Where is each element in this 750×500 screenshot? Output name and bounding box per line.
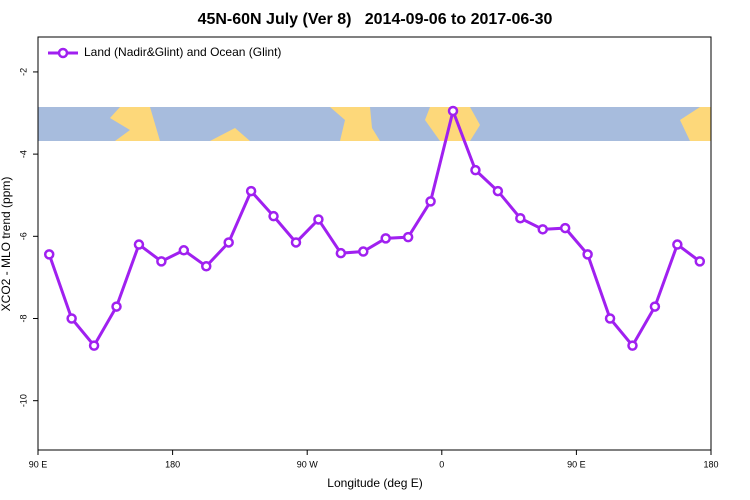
point [133,239,145,250]
x-tick-label: 0 [439,459,444,469]
y-tick-label: -8 [18,314,28,322]
point [111,301,122,312]
point [672,239,683,250]
point [88,340,100,351]
point [492,185,504,197]
map-ocean [470,107,700,141]
point [627,340,638,351]
y-tick-label: -6 [18,232,28,240]
point [358,246,369,257]
point [290,237,302,248]
point [178,245,190,256]
y-tick-label: -4 [18,150,28,158]
point [559,222,571,234]
chart-title: 45N-60N July (Ver 8) 2014-09-06 to 2017-… [198,11,553,28]
map-ocean [38,107,130,141]
legend-marker [57,47,69,59]
point [537,224,548,235]
point [470,164,481,176]
legend-label: Land (Nadir&Glint) and Ocean (Glint) [84,45,281,59]
map-ocean [150,107,345,141]
y-tick-label: -2 [18,68,28,76]
point [268,210,279,222]
point [156,256,167,267]
point [245,185,257,197]
map-strip [38,107,711,141]
series-line [47,105,701,349]
point [201,261,212,272]
point [66,313,77,324]
y-tick-label: -10 [18,394,28,407]
point [425,196,436,207]
point [402,231,414,243]
point [649,301,661,312]
map-ocean [370,107,440,141]
plot-frame [37,36,712,451]
point [604,313,616,324]
x-tick-label: 90 E [29,459,48,469]
x-tick-label: 90 E [567,459,586,469]
point [694,256,706,267]
y-axis-label: XCO2 - MLO trend (ppm) [0,177,13,312]
point [43,249,55,260]
point [313,214,324,225]
x-tick-label: 180 [165,459,180,469]
point [380,233,391,244]
x-axis-label: Longitude (deg E) [327,476,422,490]
point [223,237,234,248]
point [582,249,593,260]
point [515,212,526,224]
x-tick-label: 90 W [297,459,319,469]
point [335,247,347,259]
point [447,105,459,117]
x-tick-label: 180 [703,459,718,469]
